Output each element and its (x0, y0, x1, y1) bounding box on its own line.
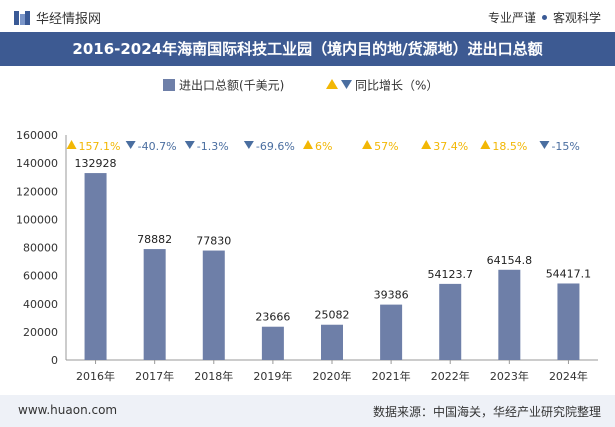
brand-name: 华经情报网 (36, 12, 102, 27)
bar-value-label: 39386 (374, 289, 409, 302)
y-tick-label: 140000 (16, 157, 58, 170)
bar[interactable] (498, 269, 521, 360)
top-bar: 华经情报网 专业严谨 客观科学 (0, 0, 615, 32)
bar[interactable] (202, 250, 225, 360)
bar-value-label: 25082 (315, 309, 350, 322)
bar-value-label: 78882 (137, 233, 172, 246)
x-tick-label: 2020年 (313, 369, 352, 383)
x-tick-label: 2016年 (76, 369, 115, 383)
growth-label: -40.7% (138, 140, 177, 153)
bar[interactable] (321, 324, 343, 360)
growth-down-triangle-icon (125, 141, 136, 149)
growth-label: 157.1% (79, 140, 121, 153)
growth-up-triangle-icon (362, 140, 373, 149)
site-link[interactable]: www.huaon.com (18, 403, 118, 417)
bar[interactable] (143, 249, 166, 360)
brand[interactable]: 华经情报网 (14, 8, 101, 27)
growth-up-triangle-icon (303, 140, 313, 149)
growth-label: -1.3% (197, 140, 229, 153)
x-tick-label: 2019年 (253, 369, 292, 383)
growth-up-triangle-icon (480, 140, 491, 149)
growth-label: 6% (315, 140, 332, 153)
bar[interactable] (557, 283, 580, 360)
y-tick-label: 40000 (23, 298, 58, 311)
y-tick-label: 160000 (16, 129, 58, 142)
growth-up-triangle-icon (421, 140, 432, 149)
x-tick-label: 2022年 (431, 369, 470, 383)
growth-label: -15% (551, 140, 579, 153)
legend-down-triangle-icon (341, 80, 352, 89)
bar[interactable] (261, 326, 284, 360)
growth-down-triangle-icon (184, 141, 195, 149)
chart-title: 2016-2024年海南国际科技工业园（境内目的地/货源地）进出口总额 (72, 40, 543, 58)
tagline: 专业严谨 客观科学 (488, 9, 601, 26)
bar[interactable] (380, 304, 403, 360)
bullet-dot-icon (541, 15, 547, 20)
bar-value-label: 132928 (75, 157, 117, 170)
bars: 132928 78882 77830 23666 25082 39386 54123.7 64… (75, 157, 592, 360)
logo-icon (14, 10, 30, 26)
legend-label-total: 进出口总额(千美元) (179, 79, 284, 93)
bar-value-label: 77830 (196, 235, 231, 248)
tag-professional: 专业严谨 (487, 11, 536, 25)
bar-value-label: 54123.7 (427, 268, 473, 281)
growth-up-triangle-icon (66, 140, 77, 149)
growth-label: -69.6% (256, 140, 295, 153)
y-tick-label: 120000 (16, 185, 58, 198)
tag-objective: 客观科学 (552, 11, 601, 25)
bar-value-label: 54417.1 (546, 267, 592, 280)
bar-value-label: 23666 (255, 311, 290, 324)
x-tick-label: 2021年 (372, 369, 411, 383)
bar-value-label: 64154.8 (487, 254, 533, 267)
chart: 进出口总额(千美元) 同比增长（%） 0 20000 40000 60000 80000… (16, 79, 598, 383)
growth-down-triangle-icon (539, 141, 550, 149)
legend-label-growth: 同比增长（%） (355, 79, 438, 93)
axes: 0 20000 40000 60000 80000 100000 120000 140000 1… (16, 129, 598, 383)
bar[interactable] (439, 283, 462, 360)
growth-labels: 157.1% -40.7% -1.3% -69.6% 6% 57% 37.4% 18.5% -1… (66, 140, 580, 153)
x-tick-label: 2024年 (549, 369, 588, 383)
footer: www.huaon.com 数据来源：中国海关，华经产业研究院整理 (0, 395, 615, 427)
x-tick-label: 2018年 (194, 369, 233, 383)
data-source: 数据来源：中国海关，华经产业研究院整理 (372, 405, 601, 419)
legend-swatch-total (163, 79, 175, 91)
x-tick-label: 2017年 (135, 369, 174, 383)
title-bar: 2016-2024年海南国际科技工业园（境内目的地/货源地）进出口总额 (0, 32, 615, 66)
growth-label: 37.4% (433, 140, 468, 153)
y-tick-label: 100000 (16, 213, 58, 226)
y-tick-label: 20000 (23, 326, 58, 339)
growth-label: 18.5% (492, 140, 527, 153)
growth-label: 57% (374, 140, 398, 153)
legend: 进出口总额(千美元) 同比增长（%） (163, 79, 438, 93)
legend-up-triangle-icon (326, 79, 338, 89)
y-tick-label: 60000 (23, 270, 58, 283)
y-tick-label: 0 (51, 354, 58, 367)
bar[interactable] (84, 173, 107, 360)
growth-down-triangle-icon (243, 141, 254, 149)
x-tick-label: 2023年 (490, 369, 529, 383)
y-tick-label: 80000 (23, 242, 58, 255)
